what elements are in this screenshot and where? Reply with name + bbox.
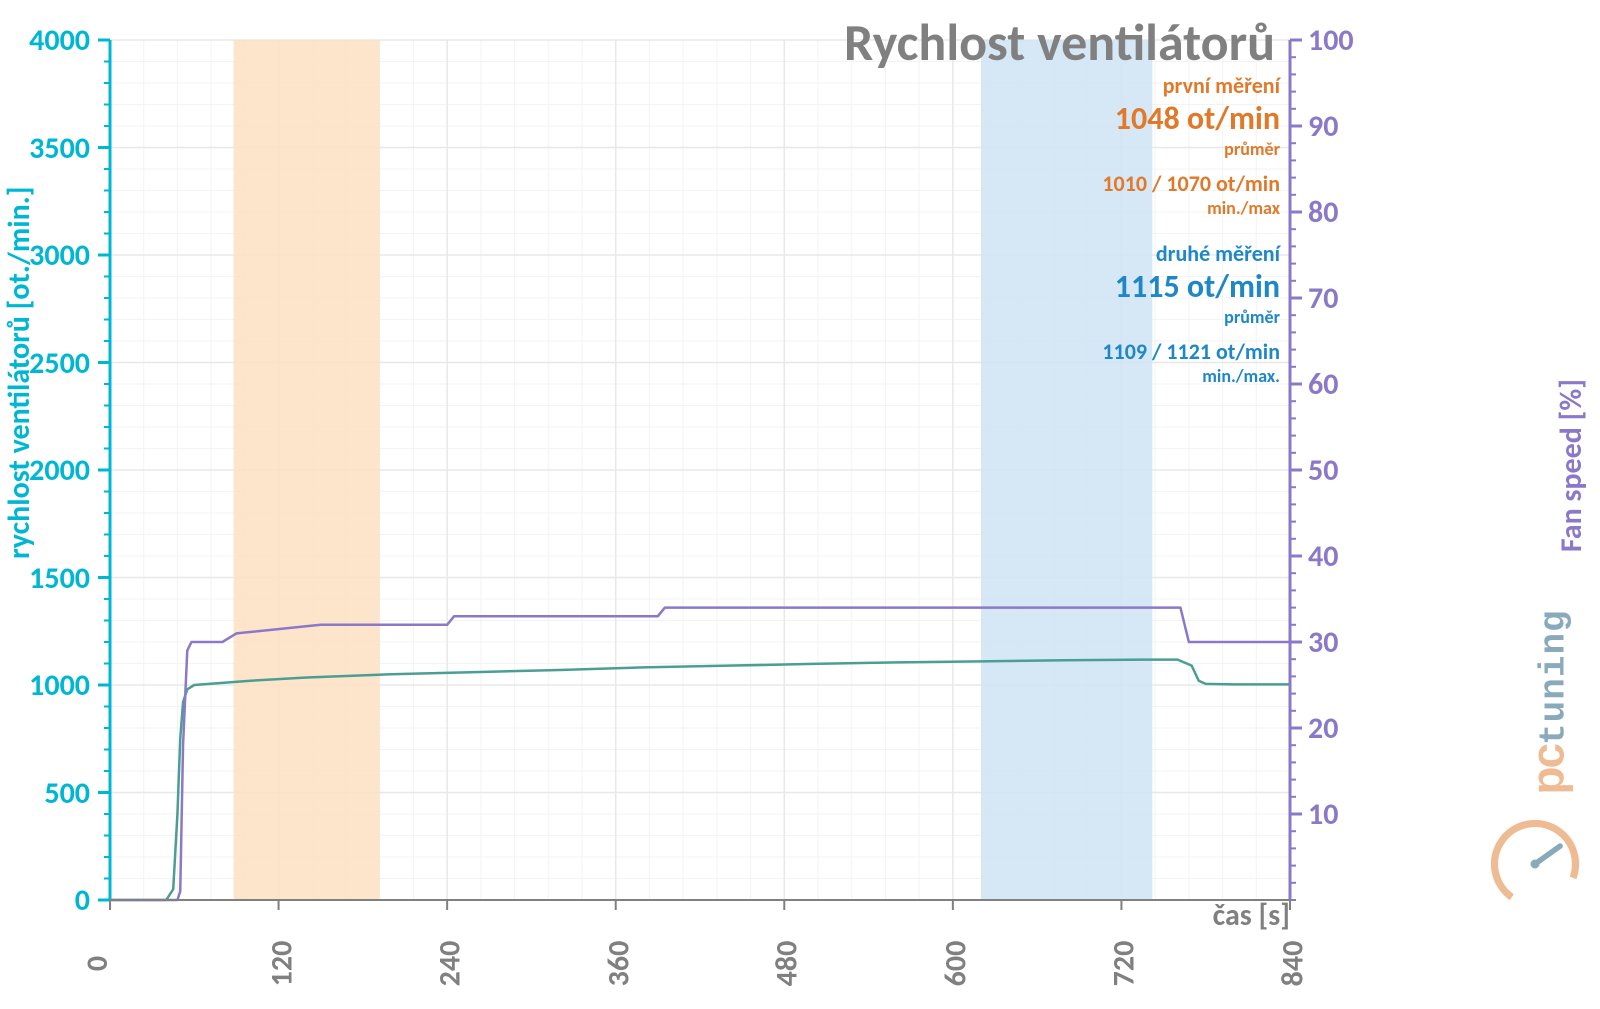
y-right-tick: 90: [1308, 108, 1338, 145]
x-tick: 120: [263, 941, 300, 987]
annotation-measurement-1: první měření 1048 ot/min průměr 1010 / 1…: [1102, 72, 1280, 219]
x-tick: 840: [1274, 941, 1311, 987]
watermark-text-tuning: tuning: [1533, 609, 1574, 745]
y-left-tick: 1500: [0, 560, 90, 597]
y-left-tick: 3000: [0, 237, 90, 274]
y-right-tick: 10: [1308, 796, 1338, 833]
annot2-minmax: 1109 / 1121 ot/min: [1102, 338, 1280, 365]
chart-title: Rychlost ventilátorů: [844, 10, 1275, 74]
y-right-tick: 50: [1308, 452, 1338, 489]
y-left-tick: 2000: [0, 452, 90, 489]
y-left-tick: 0: [0, 882, 90, 919]
annot2-avg: průměr: [1102, 306, 1280, 328]
y-right-tick: 60: [1308, 366, 1338, 403]
x-tick: 0: [79, 956, 116, 971]
annot2-mmlbl: min./max.: [1102, 365, 1280, 387]
annot1-title: první měření: [1102, 72, 1280, 99]
y-left-tick: 2500: [0, 345, 90, 382]
x-tick: 360: [600, 941, 637, 987]
annot1-value: 1048 ot/min: [1102, 99, 1280, 138]
annot1-minmax: 1010 / 1070 ot/min: [1102, 170, 1280, 197]
x-tick: 600: [937, 941, 974, 987]
x-axis-label: čas [s]: [1213, 897, 1290, 934]
y-right-tick: 100: [1308, 22, 1354, 59]
annot1-mmlbl: min./max: [1102, 197, 1280, 219]
y-left-tick: 500: [0, 775, 90, 812]
annot2-title: druhé měření: [1102, 240, 1280, 267]
annotation-measurement-2: druhé měření 1115 ot/min průměr 1109 / 1…: [1102, 240, 1280, 387]
watermark-text-pc: pc: [1521, 745, 1573, 795]
y-right-tick: 80: [1308, 194, 1338, 231]
y-left-tick: 3500: [0, 130, 90, 167]
y-right-tick: 20: [1308, 710, 1338, 747]
y-left-tick: 4000: [0, 22, 90, 59]
x-tick: 480: [769, 941, 806, 987]
y-right-tick: 40: [1308, 538, 1338, 575]
plot-canvas: [0, 0, 1600, 1009]
y-left-tick: 1000: [0, 667, 90, 704]
x-tick: 240: [431, 941, 468, 987]
watermark-logo: pctuning: [1490, 819, 1580, 909]
x-tick: 720: [1106, 941, 1143, 987]
annot2-value: 1115 ot/min: [1102, 267, 1280, 306]
y-right-tick: 70: [1308, 280, 1338, 317]
y-right-axis-label: Fan speed [%]: [1553, 379, 1590, 552]
fan-speed-chart: Rychlost ventilátorů rychlost ventilátor…: [0, 0, 1600, 1009]
annot1-avg: průměr: [1102, 138, 1280, 160]
y-right-tick: 30: [1308, 624, 1338, 661]
